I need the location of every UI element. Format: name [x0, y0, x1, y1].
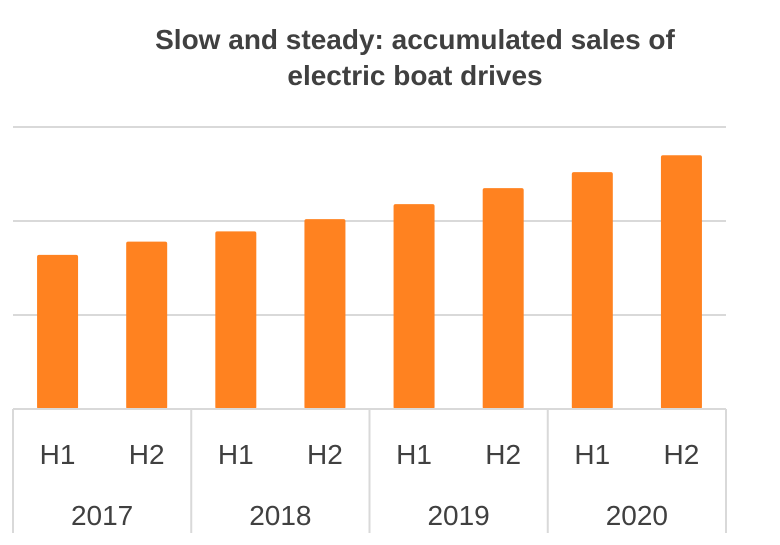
- x-group-label: 2018: [249, 500, 311, 531]
- x-tick-label: H1: [218, 439, 254, 470]
- x-tick-label: H2: [129, 439, 165, 470]
- bar-2017-H1: [37, 254, 79, 409]
- chart-title-line-1: Slow and steady: accumulated sales of: [155, 24, 675, 55]
- x-group-label: 2020: [606, 500, 668, 531]
- x-tick-label: H2: [664, 439, 700, 470]
- x-tick-label: H2: [485, 439, 521, 470]
- bar-2017-H2: [126, 241, 168, 409]
- bar-2018-H2: [304, 219, 346, 409]
- bar-2019-H2: [482, 188, 524, 409]
- x-group-label: 2017: [71, 500, 133, 531]
- bar-2018-H1: [215, 231, 257, 409]
- bar-2020-H1: [571, 172, 613, 409]
- x-group-label: 2019: [427, 500, 489, 531]
- x-tick-label: H1: [396, 439, 432, 470]
- x-tick-label: H1: [40, 439, 76, 470]
- bar-2019-H1: [393, 204, 435, 409]
- bar-2020-H2: [660, 155, 702, 409]
- x-tick-label: H1: [574, 439, 610, 470]
- x-tick-label: H2: [307, 439, 343, 470]
- gridlines: [13, 126, 726, 316]
- x-axis: H1 H2 H1 H2 H1 H2 H1 H2 2017 2018 2019 2020: [12, 408, 727, 533]
- chart-title: Slow and steady: accumulated sales of el…: [0, 22, 780, 94]
- bars: [37, 155, 702, 409]
- chart-title-line-2: electric boat drives: [287, 60, 543, 91]
